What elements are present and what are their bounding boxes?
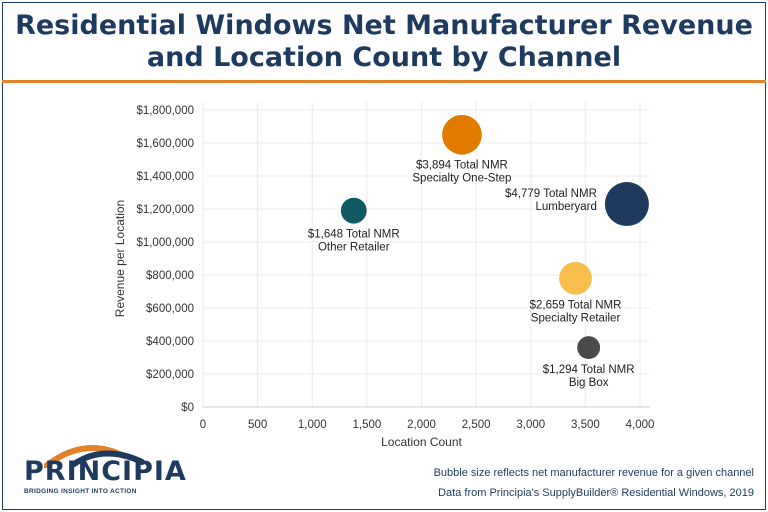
- logo-arc-icon: [44, 445, 145, 468]
- bubble-channel-label: Specialty Retailer: [531, 313, 621, 325]
- y-tick-label: $200,000: [146, 369, 194, 381]
- bubble-total-label: $3,894 Total NMR: [416, 160, 508, 172]
- title-line-2: and Location Count by Channel: [146, 42, 622, 73]
- bubble-size-note: Bubble size reflects net manufacturer re…: [433, 467, 754, 479]
- x-tick-label: 4,000: [626, 419, 655, 431]
- x-tick-label: 1,500: [352, 419, 381, 431]
- x-tick-label: 1,000: [298, 419, 327, 431]
- y-tick-label: $600,000: [146, 303, 194, 315]
- chart-title: Residential Windows Net Manufacturer Rev…: [0, 10, 768, 74]
- x-tick-label: 0: [200, 419, 206, 431]
- bubble-total-label: $2,659 Total NMR: [530, 300, 622, 312]
- bubble-total-label: $4,779 Total NMR: [505, 188, 597, 200]
- x-tick-label: 2,500: [462, 419, 491, 431]
- bubble-channel-label: Other Retailer: [318, 242, 390, 254]
- bubble-specialty-one-step: [442, 114, 482, 155]
- title-line-1: Residential Windows Net Manufacturer Rev…: [15, 10, 753, 41]
- bubble-big-box: [577, 336, 601, 360]
- y-axis-title: Revenue per Location: [113, 200, 127, 317]
- logo-tagline: BRIDGING INSIGHT INTO ACTION: [24, 488, 137, 495]
- title-divider: [2, 80, 766, 83]
- bubble-channel-label: Lumberyard: [536, 201, 597, 213]
- y-tick-label: $1,000,000: [136, 237, 194, 249]
- y-tick-label: $0: [181, 402, 194, 414]
- data-source-note: Data from Principia's SupplyBuilder® Res…: [438, 487, 754, 499]
- y-tick-label: $1,200,000: [136, 204, 194, 216]
- logo-wordmark: PRINCIPIA: [24, 456, 187, 487]
- x-axis-title: Location Count: [381, 435, 462, 449]
- bubble-channel-label: Big Box: [569, 377, 609, 389]
- y-tick-label: $1,600,000: [136, 138, 194, 150]
- y-tick-label: $1,400,000: [136, 171, 194, 183]
- x-tick-label: 2,000: [407, 419, 436, 431]
- y-axis-ticks: $0 $200,000 $400,000 $600,000 $800,000 $1,000…: [136, 105, 194, 414]
- y-tick-label: $800,000: [146, 270, 194, 282]
- bubble-total-label: $1,648 Total NMR: [308, 229, 400, 241]
- bubble-specialty-retailer: [559, 261, 592, 295]
- x-tick-label: 500: [248, 419, 267, 431]
- bubble-total-label: $1,294 Total NMR: [543, 364, 635, 376]
- bubble-lumberyard: [604, 182, 649, 227]
- bubble-channel-label: Specialty One-Step: [412, 173, 511, 185]
- x-tick-label: 3,000: [516, 419, 545, 431]
- bubble-other-retailer: [340, 197, 367, 224]
- x-tick-label: 3,500: [571, 419, 600, 431]
- grid-lines: [202, 102, 650, 408]
- y-tick-label: $400,000: [146, 336, 194, 348]
- x-axis-ticks: 0 500 1,000 1,500 2,000 2,500 3,000 3,500 4,000: [200, 419, 655, 431]
- y-tick-label: $1,800,000: [136, 105, 194, 117]
